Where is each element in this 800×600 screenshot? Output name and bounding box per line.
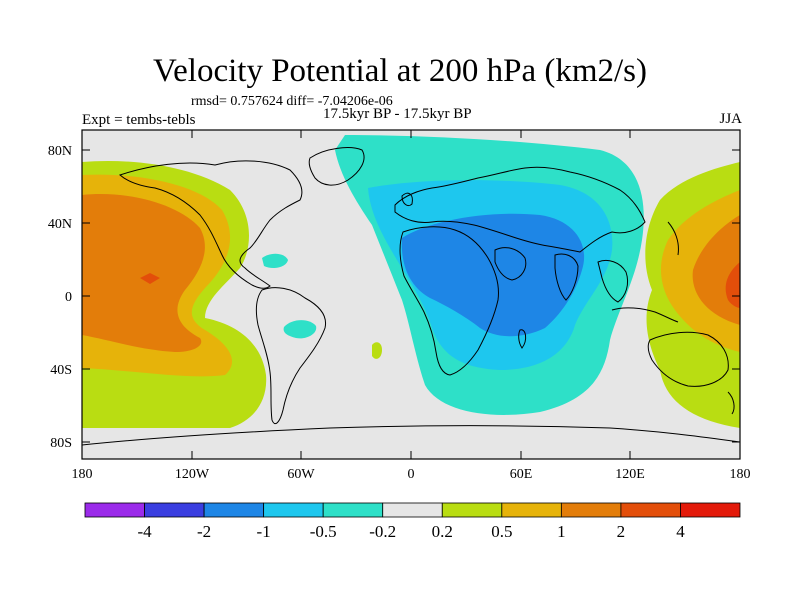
positive-patch-atlantic xyxy=(372,342,382,359)
lat-axis: 80N 40N 0 40S 80S xyxy=(48,144,740,451)
colorbar-swatch xyxy=(263,502,324,518)
colorbar-swatch xyxy=(441,502,503,518)
lon-tick-label: 60W xyxy=(287,467,315,482)
colorbar-label: 4 xyxy=(676,522,685,541)
negative-patch-caribbean xyxy=(262,253,288,268)
lon-tick-label: 180 xyxy=(730,467,751,482)
colorbar-swatch xyxy=(620,502,681,518)
negative-patch-south-america xyxy=(283,320,317,339)
colorbar-label: 1 xyxy=(557,522,566,541)
stats-text: rmsd= 0.757624 diff= -7.04206e-06 xyxy=(191,94,393,109)
colorbar-swatch xyxy=(560,502,622,518)
colorbar-label: -4 xyxy=(137,522,152,541)
colorbar-label: -2 xyxy=(197,522,211,541)
colorbar-label: 0.2 xyxy=(432,522,453,541)
colorbar-label: 2 xyxy=(617,522,626,541)
colorbar-swatch xyxy=(680,502,741,518)
colorbar-swatch xyxy=(203,502,265,518)
positive-region-strong-west xyxy=(82,194,205,352)
map-field xyxy=(82,130,740,459)
coastlines xyxy=(82,147,740,446)
experiment-label: Expt = tembs-tebls xyxy=(82,112,196,128)
lat-tick-label: 0 xyxy=(65,290,72,305)
lon-tick-label: 120E xyxy=(615,467,645,482)
lon-tick-label: 60E xyxy=(510,467,533,482)
colorbar-swatch xyxy=(322,502,384,518)
colorbar-label: -1 xyxy=(257,522,271,541)
colorbar: -4 -2 -1 -0.5 -0.2 0.2 0.5 1 2 4 xyxy=(84,502,741,541)
map-title: Velocity Potential at 200 hPa (km2/s) xyxy=(152,53,648,89)
colorbar-swatch xyxy=(84,502,145,518)
lat-tick-label: 80N xyxy=(48,144,72,159)
lon-tick-label: 0 xyxy=(408,467,415,482)
positive-core-west xyxy=(140,273,160,284)
lat-tick-label: 80S xyxy=(50,436,72,451)
colorbar-swatch xyxy=(501,502,562,518)
colorbar-label: 0.5 xyxy=(491,522,512,541)
colorbar-swatch xyxy=(382,502,443,518)
colorbar-label: -0.2 xyxy=(369,522,396,541)
lon-tick-label: 120W xyxy=(175,467,210,482)
period-label: 17.5kyr BP - 17.5kyr BP xyxy=(323,106,472,122)
lon-axis: 180 120W 60W 0 60E 120E 180 xyxy=(72,130,751,482)
lon-tick-label: 180 xyxy=(72,467,93,482)
season-label: JJA xyxy=(719,111,742,127)
colorbar-swatch xyxy=(144,502,205,518)
lat-tick-label: 40S xyxy=(50,363,72,378)
lat-tick-label: 40N xyxy=(48,217,72,232)
colorbar-label: -0.5 xyxy=(310,522,337,541)
